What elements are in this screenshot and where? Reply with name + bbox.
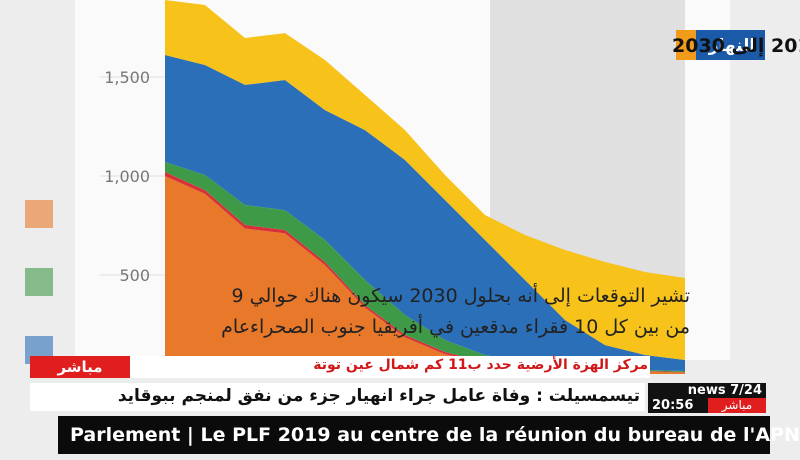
area — [165, 55, 685, 372]
flash-text: مركز الهزة الأرضية حدد ب11 كم شمال عين ت… — [313, 357, 648, 373]
chart-subtitle: من 2015 إلى 2030 — [672, 35, 800, 57]
area — [165, 0, 685, 360]
legend-swatch — [25, 200, 53, 228]
area — [165, 161, 685, 373]
flash-bar — [30, 356, 650, 378]
caption-line: من بين كل 10 فقراء مدقعين في أفريقيا جنو… — [221, 316, 690, 338]
y-tick-label: 1,500 — [104, 68, 150, 87]
live-label: مباشر — [708, 398, 766, 413]
y-tick-label: 1,000 — [104, 167, 150, 186]
logo-box — [683, 30, 765, 60]
legend-swatch — [25, 268, 53, 296]
logo-tv — [676, 30, 696, 60]
headline-bar — [30, 383, 645, 411]
bottom-ticker: Parlement | Le PLF 2019 au centre de la … — [58, 416, 800, 454]
caption-line: تشير التوقعات إلى أنه بحلول 2030 سيكون ه… — [231, 285, 690, 307]
headline: تيسمسيلت : وفاة عامل جراء انهيار جزء من … — [117, 386, 640, 406]
logo: النهار — [708, 36, 756, 56]
area — [165, 176, 685, 374]
live-badge: مباشر — [30, 356, 130, 378]
y-tick-label: 500 — [119, 266, 150, 285]
clock: 20:56 — [648, 398, 712, 413]
news-label: news 7/24 — [648, 383, 766, 398]
